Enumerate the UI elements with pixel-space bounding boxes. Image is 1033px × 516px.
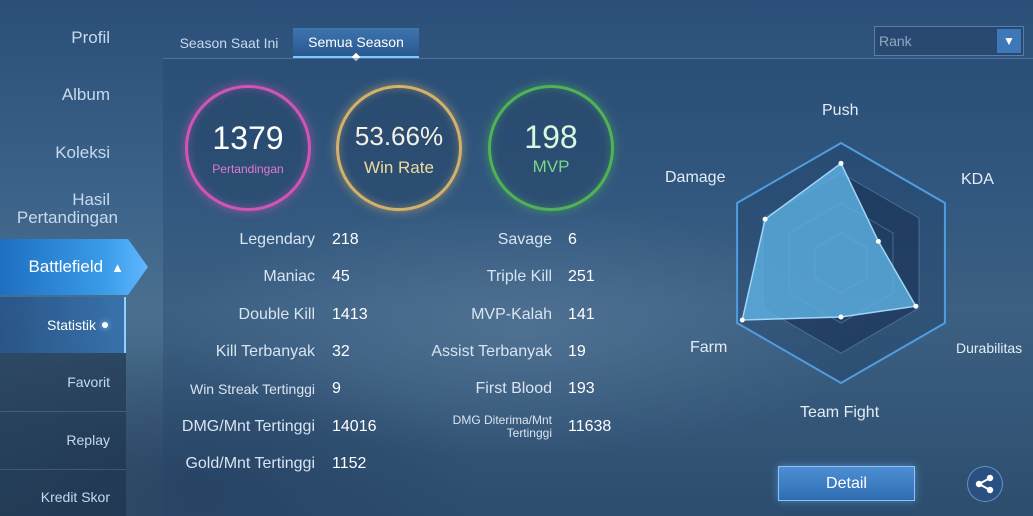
radar-label-durabilitas: Durabilitas [956,340,1023,356]
detail-button[interactable]: Detail [778,466,915,501]
stat-value: 1152 [332,455,367,472]
stat-label: Gold/Mnt Tertinggi [185,455,315,472]
tab-season-saat-ini[interactable]: Season Saat Ini [179,35,279,51]
share-icon [975,474,994,494]
winrate-value: 53.66% [354,121,444,151]
radar-label-kda: KDA [961,171,994,188]
stat-value: 1413 [332,306,368,323]
share-button[interactable] [967,466,1003,502]
chevron-down-icon[interactable]: ▼ [997,29,1021,53]
chevron-up-icon: ▲ [111,259,124,275]
matches-circle: 1379 Pertandingan [185,85,311,211]
subnav-item-replay[interactable]: Replay [66,432,110,448]
stat-value: 6 [568,231,577,248]
stat-value: 14016 [332,418,377,435]
radar-point [739,317,745,323]
radar-point [875,238,881,244]
radar-label-push: Push [822,102,859,119]
radar-point [762,216,768,222]
subnav-item-favorit[interactable]: Favorit [67,374,110,390]
stat-value: 45 [332,268,350,285]
radar-point [838,314,844,320]
stat-label: Savage [497,231,552,248]
winrate-label: Win Rate [364,158,434,177]
stat-label: MVP-Kalah [471,306,552,323]
winrate-circle: 53.66% Win Rate [336,85,462,211]
stat-label: Win Streak Tertinggi [189,381,315,397]
stat-label: First Blood [475,380,552,397]
sidebar-item-album[interactable]: Album [61,85,110,104]
stat-value: 218 [332,231,359,248]
stat-label: Assist Terbanyak [431,343,552,360]
radar-label-farm: Farm [690,339,728,356]
mvp-circle: 198 MVP [488,85,614,211]
radar-chart: Push KDA Durabilitas Team Fight Farm Dam… [650,95,1033,435]
radar-svg [736,141,946,385]
subnav-item-statistik[interactable]: Statistik [0,297,126,353]
radar-label-team-fight: Team Fight [800,404,880,421]
dropdown-selected: Rank [879,33,912,49]
stat-label: Kill Terbanyak [215,343,315,360]
stat-label: DMG/Mnt Tertinggi [181,418,315,435]
radar-point [838,160,844,166]
sidebar-item-profil[interactable]: Profil [71,28,110,47]
active-indicator-icon [102,322,108,328]
mvp-value: 198 [524,119,578,155]
divider [0,469,126,470]
stat-value: 32 [332,343,350,360]
mvp-label: MVP [532,157,570,176]
tab-semua-season[interactable]: Semua Season [293,28,419,58]
stat-label: Double Kill [238,306,315,323]
divider [0,411,126,412]
stat-value: 251 [568,268,595,285]
mode-dropdown[interactable]: Rank ▼ [874,26,1024,56]
matches-label: Pertandingan [212,162,284,176]
radar-label-damage: Damage [665,169,726,186]
stat-value: 11638 [568,418,612,435]
stat-value: 19 [568,343,586,360]
stat-label: Triple Kill [486,268,552,285]
subnav-item-kredit-skor[interactable]: Kredit Skor [40,489,110,505]
sidebar-item-hasil-pertandingan[interactable]: Hasil Pertandingan [16,190,118,227]
matches-value: 1379 [212,120,284,156]
sidebar: Profil Album Koleksi Hasil Pertandingan … [0,0,150,516]
sidebar-item-koleksi[interactable]: Koleksi [55,143,110,162]
stat-value: 9 [332,380,341,397]
stat-label: DMG Diterima/Mnt Tertinggi [452,413,552,440]
stat-label: Legendary [239,231,315,248]
sidebar-item-battlefield[interactable]: Battlefield ▲ [0,239,148,295]
stat-value: 193 [568,380,595,397]
stat-label: Maniac [263,268,315,285]
radar-point [913,303,919,309]
stat-value: 141 [568,306,595,323]
